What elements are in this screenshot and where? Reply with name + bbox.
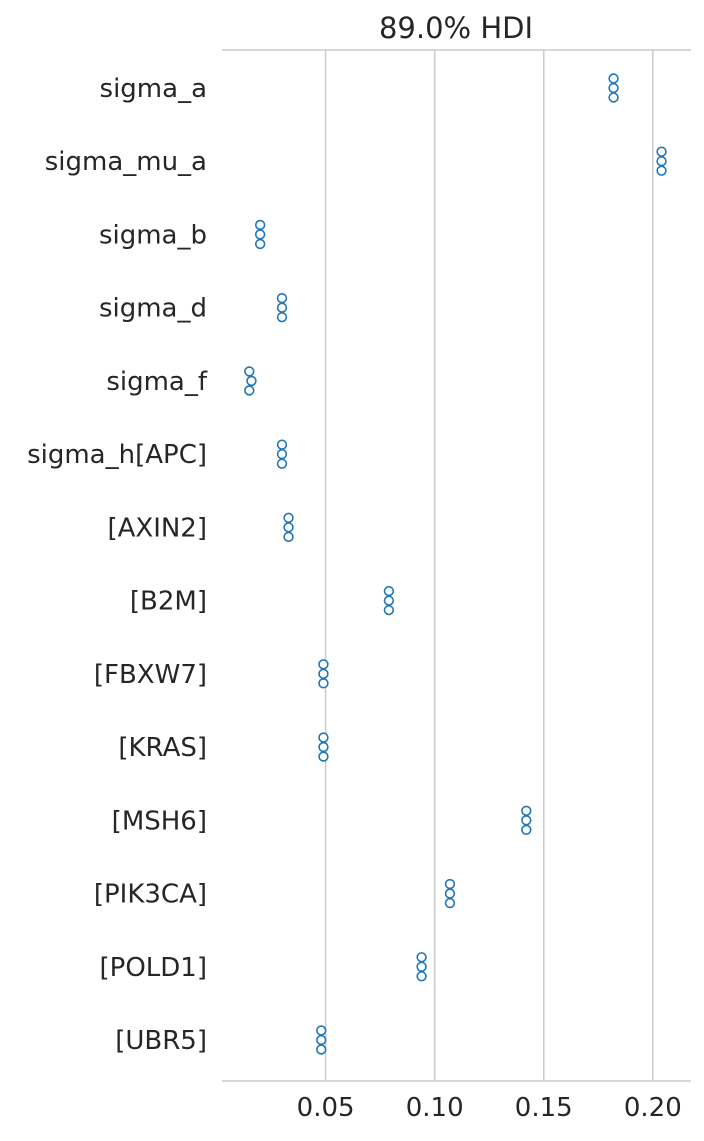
y-axis-labels: sigma_a sigma_mu_a sigma_b sigma_d sigma_fsi…	[27, 74, 208, 1056]
data-point	[521, 805, 532, 817]
data-point	[283, 512, 294, 524]
y-tick-label: [MSH6]	[112, 806, 207, 836]
data-point	[318, 732, 329, 743]
y-tick-label: [PIK3CA]	[94, 880, 207, 910]
data-point	[318, 751, 329, 762]
data-point	[444, 888, 456, 899]
data-point	[316, 1034, 327, 1046]
data-point	[383, 595, 395, 606]
x-tick-label: 0.20	[624, 1093, 682, 1123]
data-point	[244, 366, 255, 377]
data-point	[318, 659, 329, 670]
chart-title: 89.0% HDI	[379, 11, 533, 45]
data-point	[316, 1025, 327, 1036]
data-point	[246, 375, 257, 387]
data-point	[416, 971, 427, 982]
data-point	[276, 448, 288, 460]
data-point	[276, 292, 288, 304]
data-point	[521, 824, 532, 836]
y-tick-label: [AXIN2]	[107, 513, 207, 543]
y-tick-label: sigma_b	[99, 220, 207, 250]
y-tick-label: sigma_f	[106, 367, 208, 397]
data-point	[318, 668, 329, 680]
y-tick-label: [POLD1]	[100, 953, 207, 983]
data-point	[383, 604, 395, 616]
data-point	[383, 585, 395, 597]
data-point	[276, 311, 288, 323]
data-point	[656, 146, 667, 157]
x-axis-ticks: 0.05 0.10 0.15 0.20	[297, 1093, 682, 1123]
data-point	[608, 92, 619, 103]
data-point	[416, 952, 427, 963]
data-point	[316, 1044, 327, 1055]
data-point	[276, 439, 288, 450]
data-point	[254, 238, 266, 250]
x-tick-label: 0.10	[406, 1093, 464, 1123]
data-point	[608, 73, 619, 84]
data-point	[254, 219, 266, 231]
data-point	[318, 741, 329, 753]
grid-layer	[324, 50, 654, 1081]
data-point	[244, 385, 255, 396]
y-tick-label: [FBXW7]	[94, 660, 207, 690]
data-point	[416, 961, 427, 972]
data-point	[318, 678, 329, 689]
x-tick-label: 0.15	[515, 1093, 573, 1123]
data-point	[283, 531, 294, 543]
data-point	[656, 156, 667, 167]
x-tick-label: 0.05	[297, 1093, 355, 1123]
data-points	[244, 73, 667, 1055]
y-tick-label: [UBR5]	[115, 1026, 207, 1056]
data-point	[608, 82, 619, 94]
data-point	[276, 458, 288, 469]
y-tick-label: sigma_d	[99, 294, 207, 324]
data-point	[656, 165, 667, 176]
data-point	[444, 878, 456, 890]
y-tick-label: sigma_a	[100, 74, 207, 104]
data-point	[276, 302, 288, 313]
y-tick-label: [B2M]	[130, 587, 207, 617]
data-point	[254, 229, 266, 240]
data-point	[444, 897, 456, 909]
data-point	[283, 522, 294, 533]
y-tick-label: [KRAS]	[118, 733, 207, 763]
y-tick-label: sigma_h[APC]	[27, 440, 207, 470]
y-tick-label: sigma_mu_a	[45, 147, 207, 177]
data-point	[521, 815, 532, 826]
